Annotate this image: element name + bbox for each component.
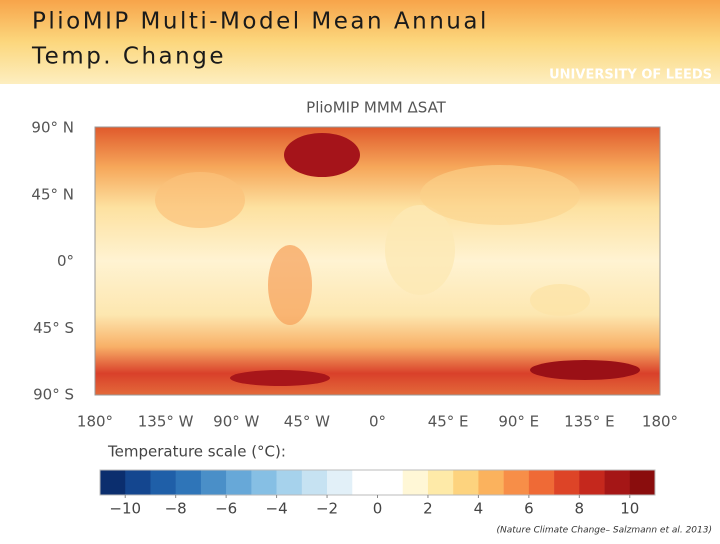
colorbar-cell	[427, 470, 454, 495]
continent	[420, 165, 580, 225]
antarctic-warming	[230, 370, 330, 386]
colorbar-cell	[175, 470, 202, 495]
colorbar-cell	[150, 470, 176, 495]
colorbar-cell	[301, 470, 328, 495]
colorbar-tick-label: −2	[316, 500, 338, 518]
lon-label: 135° W	[138, 413, 194, 431]
colorbar-cell	[402, 470, 429, 495]
colorbar-tick-label: 0	[373, 500, 383, 518]
lat-label: 90° S	[33, 386, 74, 404]
lon-label: 90° E	[498, 413, 539, 431]
colorbar-cell	[554, 470, 580, 495]
colorbar-cell	[327, 470, 353, 495]
colorbar-cell	[226, 470, 252, 495]
colorbar-tick-label: −8	[165, 500, 187, 518]
colorbar-tick-label: −4	[266, 500, 288, 518]
citation: (Nature Climate Change– Salzmann et al. …	[497, 526, 713, 536]
lon-label: 45° W	[284, 413, 330, 431]
colorbar-cell	[200, 470, 227, 495]
colorbar-tick-label: 10	[620, 500, 639, 518]
continent	[155, 172, 245, 228]
colorbar-cell	[629, 470, 656, 495]
colorbar-tick-label: 2	[423, 500, 433, 518]
logo: UNIVERSITY OF LEEDS	[549, 68, 712, 83]
map-frame	[94, 126, 661, 396]
colorbar-cell	[276, 470, 303, 495]
lat-label: 45° N	[31, 185, 74, 203]
colorbar-cell	[100, 470, 126, 495]
lon-label: 135° E	[564, 413, 614, 431]
lat-label: 45° S	[33, 319, 74, 337]
lon-label: 180°	[77, 413, 113, 431]
continent	[268, 245, 312, 325]
colorbar-tick-label: −6	[215, 500, 237, 518]
colorbar-tick-label: 4	[474, 500, 484, 518]
colorbar-cell	[503, 470, 530, 495]
lat-label: 90° N	[31, 119, 74, 137]
colorbar-cell	[453, 470, 479, 495]
colorbar-cell	[604, 470, 631, 495]
lon-label: 45° E	[428, 413, 469, 431]
colorbar-cell	[251, 470, 277, 495]
colorbar-cell	[377, 470, 404, 495]
map-field	[95, 127, 660, 395]
colorbar-cell	[528, 470, 555, 495]
continent	[385, 205, 455, 295]
colorbar-label: Temperature scale (°C):	[107, 443, 286, 461]
header-band	[0, 0, 720, 84]
lon-label: 180°	[642, 413, 678, 431]
antarctic-warming	[530, 360, 640, 380]
lon-label: 90° W	[213, 413, 259, 431]
colorbar-cell	[478, 470, 504, 495]
colorbar-cell	[352, 470, 378, 495]
colorbar-tick-label: −10	[109, 500, 141, 518]
slide-title: Temp. Change	[31, 44, 226, 70]
colorbar-cell	[125, 470, 151, 495]
map	[94, 126, 661, 396]
greenland-warming	[284, 133, 360, 177]
colorbar-tick-label: 6	[524, 500, 534, 518]
map-title: PlioMIP MMM ΔSAT	[306, 99, 446, 117]
slide-title: PlioMIP Multi-Model Mean Annual	[32, 9, 489, 35]
colorbar-cell	[579, 470, 605, 495]
lat-label: 0°	[57, 252, 74, 270]
continent	[530, 284, 590, 316]
colorbar-tick-label: 8	[575, 500, 585, 518]
lon-label: 0°	[369, 413, 386, 431]
